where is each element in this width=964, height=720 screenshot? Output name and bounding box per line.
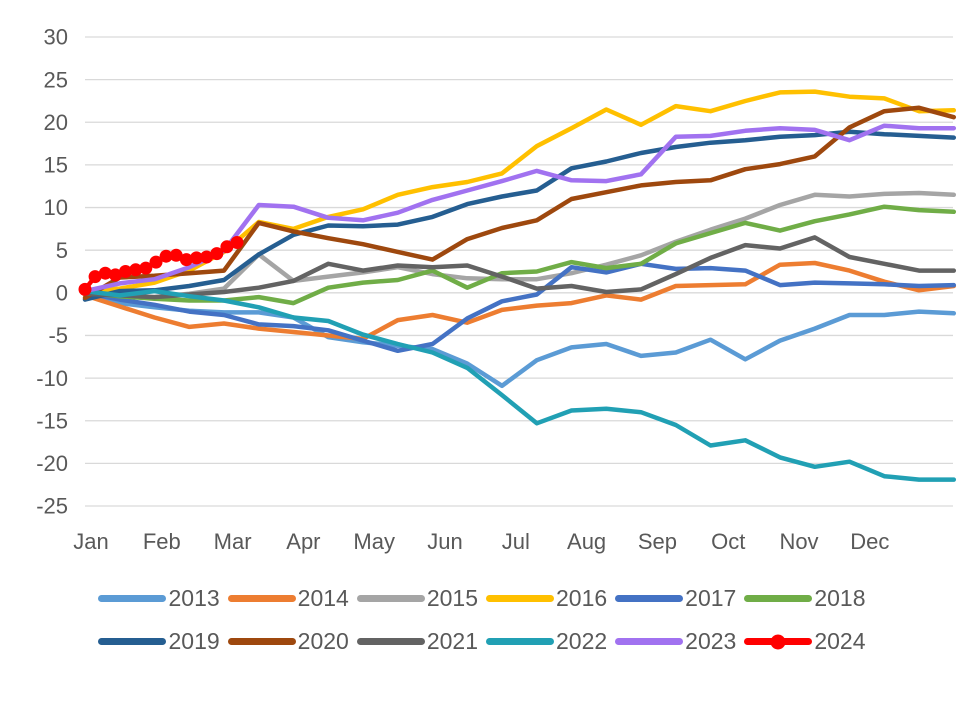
series-marker-2024 xyxy=(179,253,193,267)
legend-item-2014: 2014 xyxy=(227,585,349,612)
legend-swatch-2018 xyxy=(744,595,813,602)
x-axis-tick-label: Jun xyxy=(427,529,462,554)
legend-item-2020: 2020 xyxy=(227,628,349,655)
y-axis-tick-label: 10 xyxy=(44,195,68,220)
series-line-2022 xyxy=(82,288,957,482)
series-marker-2024 xyxy=(129,263,143,277)
x-axis-tick-label: Dec xyxy=(850,529,889,554)
legend-label-2013: 2013 xyxy=(168,585,220,611)
legend-label-2019: 2019 xyxy=(168,628,220,654)
series-marker-2024 xyxy=(108,268,122,282)
legend-swatch-2024 xyxy=(744,634,813,649)
y-axis-tick-label: -5 xyxy=(48,323,68,348)
x-axis-tick-label: Oct xyxy=(711,529,745,554)
x-axis-tick-label: Jan xyxy=(73,529,108,554)
series-marker-2024 xyxy=(200,250,214,264)
series-marker-2024 xyxy=(88,270,102,284)
series-line-2019 xyxy=(82,129,957,302)
legend-item-2024: 2024 xyxy=(744,628,866,655)
legend-swatch-2014 xyxy=(227,595,296,602)
legend-label-2024: 2024 xyxy=(814,628,866,654)
legend-label-2014: 2014 xyxy=(297,585,349,611)
legend-item-2019: 2019 xyxy=(98,628,220,655)
x-axis-tick-label: May xyxy=(353,529,395,554)
y-axis-tick-label: -15 xyxy=(36,408,68,433)
series-marker-2024 xyxy=(220,240,234,254)
series-marker-2024 xyxy=(169,248,183,262)
legend-item-2013: 2013 xyxy=(98,585,220,612)
series-line-2017 xyxy=(82,261,957,354)
legend-marker-dot-2024 xyxy=(770,634,786,649)
legend-item-2018: 2018 xyxy=(744,585,866,612)
series-marker-2024 xyxy=(98,266,112,280)
series-line-2014 xyxy=(82,260,957,342)
y-axis-tick-label: 30 xyxy=(44,25,68,50)
legend-item-2016: 2016 xyxy=(486,585,607,612)
x-axis-tick-label: Nov xyxy=(779,529,818,554)
x-axis-tick-label: Mar xyxy=(214,529,252,554)
series-marker-2024 xyxy=(149,255,163,269)
legend-label-2021: 2021 xyxy=(426,628,478,654)
series-line-2013 xyxy=(82,289,957,389)
series-marker-2024 xyxy=(139,261,153,275)
legend-swatch-2013 xyxy=(98,595,167,602)
legend-swatch-2015 xyxy=(356,595,425,602)
legend-item-2017: 2017 xyxy=(615,585,736,612)
x-axis-tick-label: Apr xyxy=(286,529,320,554)
series-marker-2024 xyxy=(190,251,203,265)
series-line-2020 xyxy=(82,105,957,301)
legend-swatch-2022 xyxy=(486,638,554,645)
y-axis-tick-label: 25 xyxy=(44,67,68,92)
line-chart: 30 25 20 15 10 5 0 -5 -10 -15 -20 -25 Jan Feb Mar Apr Ma… xyxy=(36,25,957,554)
series-marker-2024 xyxy=(159,249,173,263)
y-axis-tick-label: 20 xyxy=(44,110,68,135)
series-line-2015 xyxy=(82,190,957,300)
legend-swatch-2020 xyxy=(227,638,296,645)
series-marker-2024 xyxy=(230,236,244,249)
legend-swatch-2021 xyxy=(356,638,425,645)
y-axis-tick-label: 5 xyxy=(56,238,68,263)
y-axis-tick-label: -20 xyxy=(36,451,68,476)
legend-item-2022: 2022 xyxy=(486,628,607,655)
legend-row-2: 2019 2020 2021 2022 2023 2024 xyxy=(94,628,869,655)
series-marker-2024 xyxy=(119,265,132,278)
legend-swatch-2016 xyxy=(486,595,554,602)
legend-swatch-2017 xyxy=(615,595,684,602)
legend-swatch-2019 xyxy=(98,638,167,645)
series-marker-2024 xyxy=(210,247,224,261)
series-line-2021 xyxy=(82,235,957,300)
legend-label-2017: 2017 xyxy=(685,585,737,611)
y-axis-tick-label: 0 xyxy=(56,281,68,306)
x-axis-tick-label: Jul xyxy=(502,529,530,554)
legend-label-2020: 2020 xyxy=(297,628,349,654)
legend-label-2018: 2018 xyxy=(814,585,866,611)
y-axis-tick-label: -10 xyxy=(36,366,68,391)
legend-label-2023: 2023 xyxy=(685,628,737,654)
y-axis-tick-label: 15 xyxy=(44,153,68,178)
legend-item-2023: 2023 xyxy=(615,628,736,655)
legend-swatch-2023 xyxy=(615,638,684,645)
legend: 2013 2014 2015 2016 2017 2018 2019 2020 2021 2022… xyxy=(0,585,964,655)
legend-label-2016: 2016 xyxy=(556,585,608,611)
series-marker-2024 xyxy=(78,282,92,296)
legend-item-2015: 2015 xyxy=(356,585,478,612)
legend-label-2022: 2022 xyxy=(556,628,608,654)
x-axis-tick-label: Feb xyxy=(143,529,181,554)
legend-item-2021: 2021 xyxy=(356,628,478,655)
x-axis-tick-label: Sep xyxy=(638,529,677,554)
y-axis-tick-label: -25 xyxy=(36,494,68,519)
x-axis-tick-label: Aug xyxy=(567,529,606,554)
legend-label-2015: 2015 xyxy=(426,585,478,611)
legend-row-1: 2013 2014 2015 2016 2017 2018 xyxy=(94,585,869,612)
